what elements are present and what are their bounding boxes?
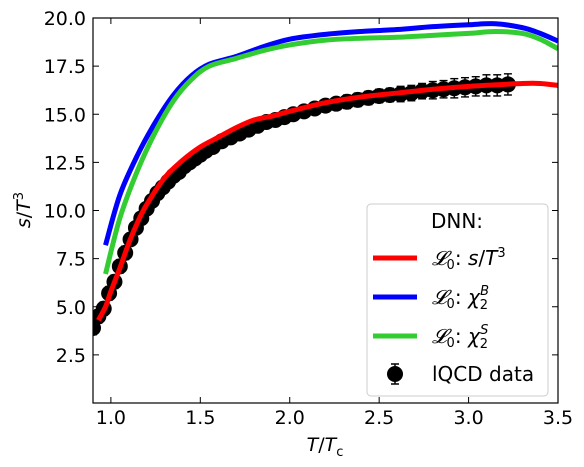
x-tick-label: 2.5 <box>364 407 394 429</box>
series-line-s-over-t3 <box>96 80 558 322</box>
y-axis-label: s/T3 <box>12 192 35 228</box>
y-tick-label: 17.5 <box>44 56 86 78</box>
y-tick-label: 5.0 <box>56 297 86 319</box>
y-tick-label: 15.0 <box>44 104 86 126</box>
x-tick-label: 3.0 <box>453 407 483 429</box>
legend-label-s: 𝓛0: s/T3 <box>432 246 506 273</box>
x-tick-label: 1.0 <box>96 407 126 429</box>
y-tick-label: 7.5 <box>56 249 86 271</box>
series-layer <box>93 21 558 336</box>
legend-label-chi2b: 𝓛0: χ2B <box>432 284 489 313</box>
series-line-chi2b <box>103 21 558 246</box>
x-tick-label: 2.0 <box>275 407 305 429</box>
x-tick-label: 3.5 <box>543 407 573 429</box>
legend-label-lqcd: lQCD data <box>432 362 534 386</box>
series-line-chi2s <box>103 28 558 275</box>
y-tick-label: 2.5 <box>56 345 86 367</box>
x-tick-label: 1.5 <box>185 407 215 429</box>
legend-marker-lqcd <box>387 366 403 382</box>
y-tick-label: 12.5 <box>44 152 86 174</box>
legend: DNN: 𝓛0: s/T3 𝓛0: χ2B 𝓛0: χ2S lQCD data <box>366 203 549 397</box>
y-tick-label: 20.0 <box>44 8 86 30</box>
y-tick-label: 10.0 <box>44 201 86 223</box>
legend-title: DNN: <box>431 209 483 233</box>
legend-label-chi2s: 𝓛0: χ2S <box>432 323 488 352</box>
tick-layer: 1.0 1.5 2.0 2.5 3.0 3.5 2.5 5.0 7.5 10.0 12.5 15.0 1… <box>44 8 573 429</box>
legend-box <box>366 203 549 397</box>
